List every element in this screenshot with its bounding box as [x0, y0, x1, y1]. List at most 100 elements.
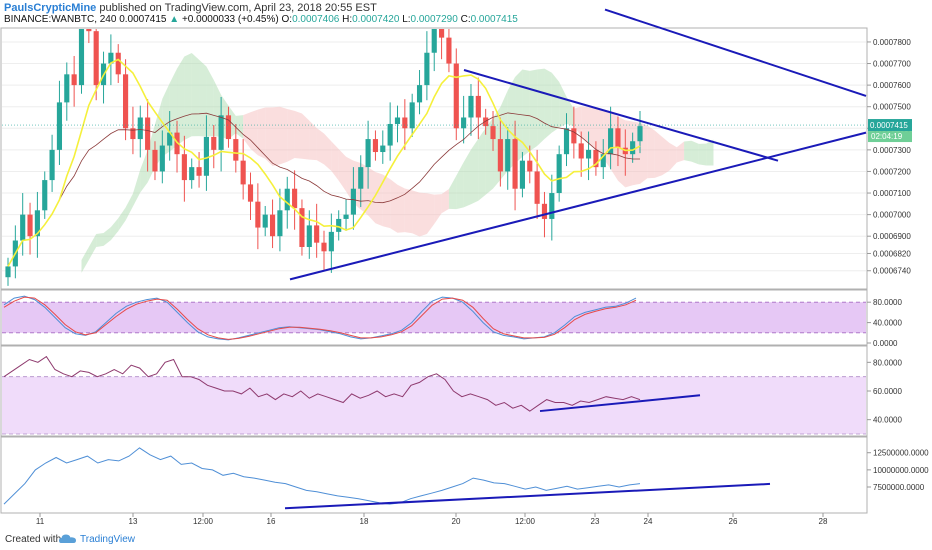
change-up-icon: ▲ [169, 14, 180, 25]
indicator-y-tick-label: 10000000.0000 [873, 466, 929, 475]
kumo-segment [426, 193, 435, 235]
kumo-segment [235, 115, 244, 139]
price-change: +0.0000033 (+0.45%) [181, 14, 279, 25]
slow-ma-line [7, 112, 640, 267]
footer: Created with TradingView [0, 528, 932, 550]
candle-bear [145, 117, 151, 150]
chart-canvas[interactable]: 0.0007800 0.0007700 0.0007600 0.0007500 0.00… [0, 0, 932, 528]
candle-bear [571, 128, 577, 144]
close-label: C: [460, 14, 471, 25]
candle-bear [497, 139, 503, 172]
indicator-y-tick-label: 80.0000 [873, 358, 902, 367]
rsi-panel [2, 355, 866, 435]
kumo-segment [250, 109, 258, 156]
candle-bull [431, 29, 437, 53]
candle-bull [358, 167, 364, 189]
candle-bear [534, 171, 540, 204]
candle-bear [123, 74, 129, 129]
kumo-segment [309, 120, 317, 161]
candle-bear [372, 139, 379, 153]
candle-bull [328, 231, 334, 252]
kumo-segment [669, 142, 677, 171]
candle-bull [5, 266, 11, 278]
price-y-tick-label: 0.0006900 [873, 232, 911, 241]
x-tick-label: 12:00 [193, 517, 214, 526]
tradingview-brand[interactable]: TradingView [80, 534, 136, 545]
kumo-segment [470, 138, 479, 205]
indicator-y-tick-label: 40.0000 [873, 416, 902, 425]
kumo-segment [88, 234, 97, 260]
close-value: 0.0007415 [470, 14, 518, 25]
x-tick-label: 28 [819, 517, 828, 526]
price-y-tick-label: 0.0007800 [873, 38, 911, 47]
kumo-segment [96, 232, 104, 247]
x-tick-label: 24 [644, 517, 653, 526]
candle-bear [453, 63, 459, 129]
price-y-tick-label: 0.0007200 [873, 167, 911, 176]
kumo-segment [103, 227, 111, 246]
trendline [463, 69, 779, 162]
kumo-segment [441, 188, 449, 214]
kumo-segment [243, 112, 251, 149]
tradingview-cloud-icon[interactable] [58, 532, 78, 546]
kumo-segment [537, 68, 545, 146]
candle-bear [93, 31, 99, 86]
candle-bull [336, 218, 342, 232]
kumo-segment [279, 106, 288, 165]
x-tick-label: 11 [36, 517, 45, 526]
candle-bull [563, 128, 570, 155]
candle-bull [20, 214, 26, 241]
kumo-segment [544, 68, 552, 139]
kumo-segment [382, 174, 391, 229]
kumo-segment [478, 128, 486, 201]
candle-bull [505, 139, 511, 172]
kumo-segment [132, 169, 141, 207]
kumo-segment [529, 69, 538, 152]
candle-bear [255, 201, 261, 228]
kumo-segment [625, 120, 633, 188]
candle-bull [108, 52, 114, 64]
candle-bull [637, 126, 643, 142]
fast-ma-line [7, 58, 641, 267]
candle-bull [277, 210, 283, 237]
x-tick-label: 13 [129, 517, 138, 526]
author-link[interactable]: PaulsCrypticMine [4, 2, 97, 14]
rsi-line [3, 355, 641, 412]
candle-bear [196, 167, 202, 176]
candle-bear [292, 188, 298, 209]
obv-line [3, 447, 641, 505]
candle-bear [269, 214, 276, 237]
kumo-segment [177, 56, 185, 146]
high-value: 0.0007420 [352, 14, 400, 25]
kumo-segment [419, 192, 427, 237]
candle-bear [321, 242, 327, 252]
candle-bull [409, 102, 415, 129]
candle-bull [306, 225, 312, 247]
indicator-y-tick-label: 12500000.0000 [873, 449, 929, 458]
candle-bull [34, 210, 40, 237]
kumo-segment [662, 136, 670, 176]
indicator-y-tick-label: 40.0000 [873, 319, 902, 328]
candle-bull [394, 117, 401, 124]
trendline [289, 131, 867, 281]
price-panel-frame [0, 27, 868, 290]
x-tick-label: 16 [267, 517, 276, 526]
indicator-band [2, 376, 866, 434]
candle-bull [203, 136, 209, 176]
kumo-segment [316, 127, 324, 165]
stoch-d-line [3, 296, 637, 340]
kumo-segment [265, 107, 273, 167]
candle-bear [314, 225, 320, 243]
price-y-tick-label: 0.0007300 [873, 146, 911, 155]
kumo-segment [448, 175, 457, 210]
countdown-tag [868, 131, 912, 143]
published-text: published on TradingView.com, April 23, … [99, 2, 377, 14]
candle-bull [350, 188, 356, 215]
indicator-y-tick-label: 80.0000 [873, 298, 902, 307]
candle-bull [468, 95, 474, 118]
candle-bear [299, 208, 305, 247]
candle-bear [615, 128, 621, 148]
kumo-segment [331, 141, 339, 181]
kumo-segment [691, 140, 699, 165]
created-with-label: Created with [5, 534, 62, 545]
